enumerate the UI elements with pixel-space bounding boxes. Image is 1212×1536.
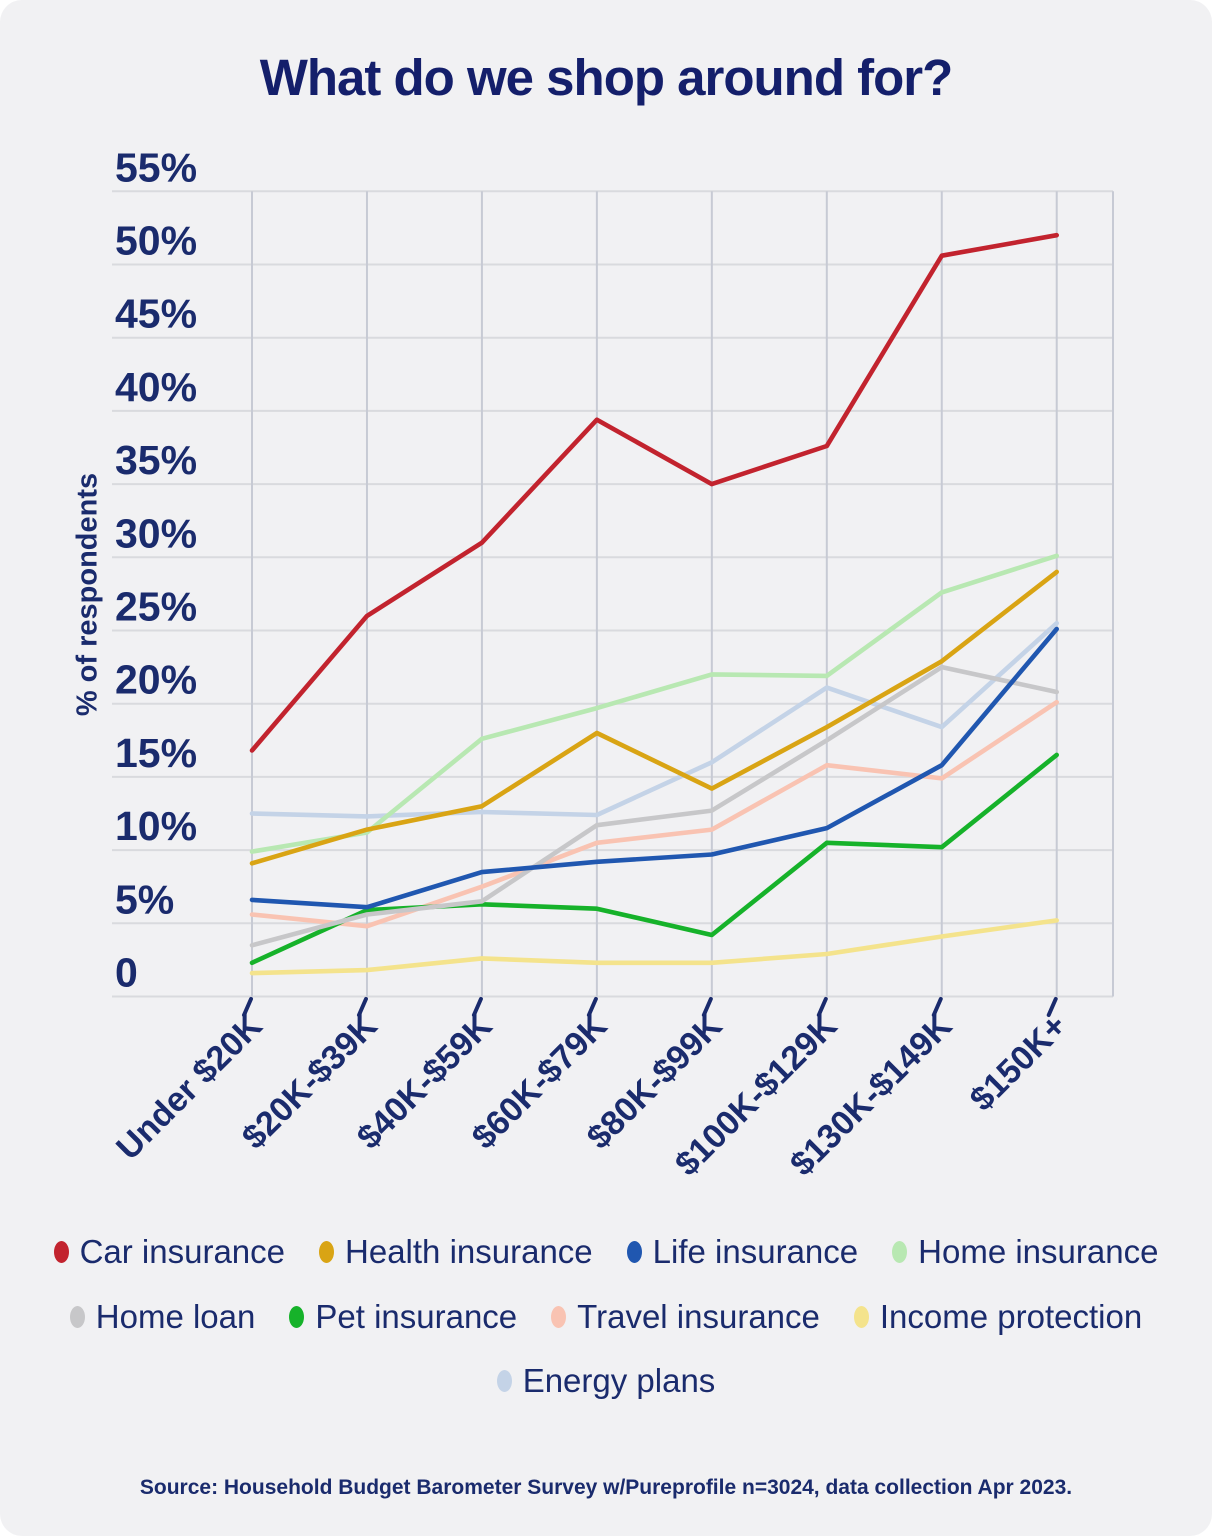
legend-label: Home insurance [918,1233,1159,1270]
legend-item-home-insurance: Home insurance [892,1233,1158,1271]
series-line-car-insurance [249,232,1059,753]
chart-title: What do we shop around for? [259,49,954,106]
x-tick [356,997,368,1017]
x-tick [471,997,483,1017]
y-tick-label: 5% [115,876,174,922]
legend-dot-car-insurance [53,1241,69,1263]
x-tick [1046,997,1058,1017]
legend-dot-health-insurance [319,1241,335,1263]
legend-label: Health insurance [345,1233,593,1270]
series-line-life-insurance [249,626,1059,910]
legend-item-health-insurance: Health insurance [319,1233,593,1271]
legend-label: Income protection [879,1298,1143,1335]
legend-dot-pet-insurance [289,1306,305,1328]
legend-label: Car insurance [79,1233,286,1270]
series-line-pet-insurance [249,752,1059,966]
y-tick-label: 0 [115,950,138,996]
legend-row: Car insurance Health insurance Life insura… [0,1233,1212,1271]
series-line-energy-plans [249,620,1059,819]
y-tick-label: 50% [115,218,197,264]
legend-row: Home loan Pet insurance Travel insurance In… [0,1298,1212,1336]
legend-dot-home-loan [69,1306,85,1328]
legend-label: Home loan [95,1298,256,1335]
legend-dot-home-insurance [892,1241,908,1263]
legend-dot-life-insurance [626,1241,642,1263]
legend-item-life-insurance: Life insurance [626,1233,859,1271]
line-chart: 0 5% 10% 15% 20% 25% 30% 35% 40% 45% 50% 55% Under $… [109,144,1114,1183]
legend-label: Pet insurance [315,1298,518,1335]
legend-item-income-protection: Income protection [853,1298,1143,1336]
legend-item-home-loan: Home loan [69,1298,256,1336]
legend-dot-income-protection [853,1306,869,1328]
source-note: Source: Household Budget Barometer Surve… [139,1476,1073,1499]
y-tick-label: 20% [115,657,197,703]
x-tick-label: Under $20K [109,1006,270,1167]
x-tick-label: $150K+ [963,1007,1075,1119]
y-tick-label: 35% [115,437,197,483]
series-line-home-insurance [249,553,1059,854]
y-tick-label: 10% [115,803,197,849]
legend-item-energy-plans: Energy plans [496,1362,716,1400]
legend-item-travel-insurance: Travel insurance [551,1298,820,1336]
legend-item-car-insurance: Car insurance [53,1233,286,1271]
y-tick-label: 25% [115,584,197,630]
x-tick [701,997,713,1017]
y-tick-label: 30% [115,510,197,556]
legend-item-pet-insurance: Pet insurance [289,1298,517,1336]
x-tick [242,997,253,1017]
series-line-health-insurance [249,569,1059,866]
x-tick [931,997,943,1017]
series-line-home-loan [249,664,1059,948]
legend-label: Life insurance [652,1233,859,1270]
legend-row: Energy plans [0,1362,1212,1400]
legend-label: Travel insurance [577,1298,820,1335]
legend-dot-energy-plans [496,1370,512,1392]
y-tick-label: 15% [115,730,197,776]
legend-dot-travel-insurance [551,1306,567,1328]
legend-label: Energy plans [522,1362,716,1399]
x-tick [586,997,598,1017]
y-tick-label: 40% [115,364,197,410]
series-line-income-protection [249,918,1059,976]
x-tick [816,997,828,1017]
y-tick-label: 55% [115,144,197,190]
y-tick-label: 45% [115,291,197,337]
